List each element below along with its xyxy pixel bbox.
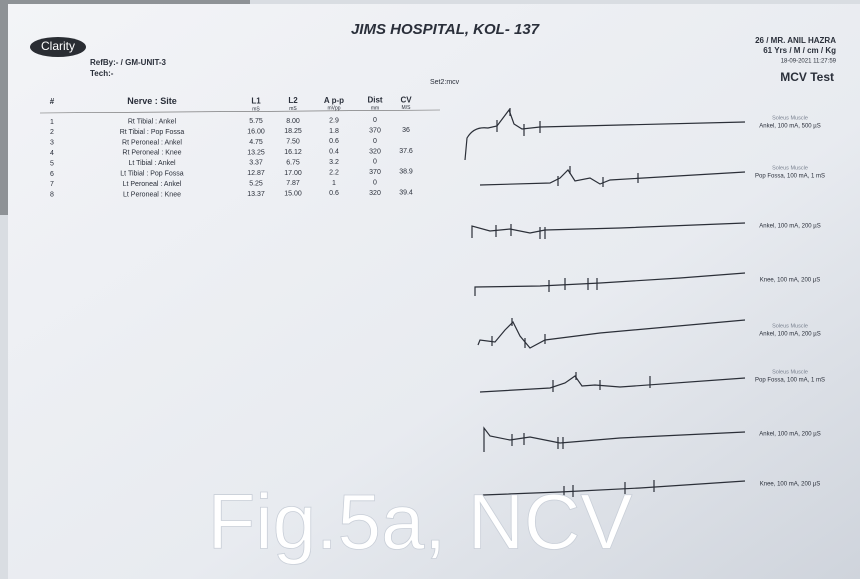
column-unit: M/S — [402, 105, 412, 111]
table-cell: Lt Tibial : Pop Fossa — [120, 170, 184, 177]
set-label: Set2:mcv — [430, 79, 460, 86]
table-cell: 4 — [50, 150, 54, 157]
caption: Fig.5a, NCV — [208, 478, 633, 566]
column-header: L2 — [288, 96, 298, 105]
title: JIMS HOSPITAL, KOL- 137 — [351, 21, 540, 38]
trace-label: Pop Fossa, 100 mA, 1 mS — [755, 378, 825, 384]
table-cell: 0.6 — [329, 190, 339, 197]
table-cell: 7 — [50, 181, 54, 188]
table-cell: 8.00 — [286, 118, 300, 125]
table-cell: 5.75 — [249, 118, 263, 125]
table-cell: 12.87 — [247, 170, 265, 177]
table-cell: 2 — [50, 129, 54, 136]
table-cell: 2.2 — [329, 169, 339, 176]
trace-label: Ankel, 100 mA, 200 µS — [759, 224, 821, 230]
date: 18-09-2021 11:27:59 — [781, 59, 837, 65]
column-header: CV — [400, 95, 412, 104]
table-cell: 6.75 — [286, 159, 300, 166]
table-cell: 3 — [50, 140, 54, 147]
table-cell: 0.6 — [329, 138, 339, 145]
trace-label: Ankel, 100 mA, 200 µS — [759, 432, 821, 438]
column-unit: mm — [371, 105, 379, 111]
table-cell: 38.9 — [399, 169, 413, 176]
table-cell: Lt Peroneal : Ankel — [123, 181, 182, 188]
table-cell: 7.87 — [286, 180, 300, 187]
table-cell: 320 — [369, 148, 381, 155]
trace-label: Soleus Muscle — [772, 369, 808, 375]
column-header: Nerve : Site — [127, 96, 177, 106]
table-cell: 18.25 — [284, 128, 302, 135]
table-cell: Rt Peroneal : Knee — [122, 150, 181, 157]
table-cell: 0 — [373, 138, 377, 145]
table-cell: 13.25 — [247, 149, 265, 156]
table-cell: 3.2 — [329, 159, 339, 166]
table-cell: 17.00 — [284, 170, 302, 177]
table-cell: 2.9 — [329, 117, 339, 124]
trace-label: Ankel, 100 mA, 200 µS — [759, 332, 821, 338]
table-cell: 4.75 — [249, 139, 263, 146]
test-name: MCV Test — [780, 70, 834, 84]
table-cell: 5 — [50, 160, 54, 167]
column-unit: mS — [289, 106, 297, 112]
trace-label: Soleus Muscle — [772, 115, 808, 121]
trace-label: Soleus Muscle — [772, 323, 808, 329]
trace-label: Knee, 100 mA, 200 µS — [760, 482, 821, 488]
table-cell: Lt Peroneal : Knee — [123, 191, 181, 198]
table-cell: 16.00 — [247, 129, 265, 136]
trace-label: Knee, 100 mA, 200 µS — [760, 278, 821, 284]
trace-label: Soleus Muscle — [772, 165, 808, 171]
table-cell: 370 — [369, 127, 381, 134]
column-unit: mVpp — [327, 106, 340, 112]
table-cell: 0.4 — [329, 149, 339, 156]
column-header: L1 — [251, 97, 261, 106]
table-cell: Lt Tibial : Ankel — [128, 160, 176, 167]
table-cell: 1 — [332, 180, 336, 187]
table-cell: 320 — [369, 190, 381, 197]
trace-label: Pop Fossa, 100 mA, 1 mS — [755, 174, 825, 180]
document-photo: Clarity JIMS HOSPITAL, KOL- 137 RefBy:- … — [0, 0, 860, 579]
trace-label: Ankel, 100 mA, 500 µS — [759, 124, 821, 130]
table-cell: 15.00 — [284, 191, 302, 198]
table-cell: 1 — [50, 119, 54, 126]
table-cell: 39.4 — [399, 190, 413, 197]
table-cell: 1.8 — [329, 128, 339, 135]
table-cell: 36 — [402, 127, 410, 134]
column-header: A p-p — [324, 96, 344, 105]
table-cell: 0 — [373, 159, 377, 166]
logo: Clarity — [41, 39, 75, 53]
page: { "logo": "Clarity", "header": { "title"… — [0, 0, 860, 579]
table-cell: 13.37 — [247, 191, 265, 198]
patient-info: 61 Yrs / M / cm / Kg — [763, 46, 836, 55]
table-cell: Rt Tibial : Ankel — [128, 118, 177, 125]
column-header: # — [50, 97, 55, 106]
table-cell: 3.37 — [249, 160, 263, 167]
patient: 26 / MR. ANIL HAZRA — [755, 36, 836, 45]
table-cell: Rt Peroneal : Ankel — [122, 139, 182, 146]
table-cell: 370 — [369, 169, 381, 176]
table-cell: 6 — [50, 171, 54, 178]
ref-by: RefBy:- / GM-UNIT-3 — [90, 58, 167, 67]
table-cell: 37.6 — [399, 148, 413, 155]
column-header: Dist — [367, 96, 382, 105]
table-cell: 16.12 — [284, 149, 302, 156]
column-unit: mS — [252, 106, 260, 112]
table-cell: 7.50 — [286, 139, 300, 146]
table-cell: 0 — [373, 179, 377, 186]
tech: Tech:- — [90, 69, 114, 78]
table-cell: 5.25 — [249, 181, 263, 188]
table-cell: 0 — [373, 117, 377, 124]
table-cell: Rt Tibial : Pop Fossa — [120, 129, 185, 136]
table-cell: 8 — [50, 192, 54, 199]
